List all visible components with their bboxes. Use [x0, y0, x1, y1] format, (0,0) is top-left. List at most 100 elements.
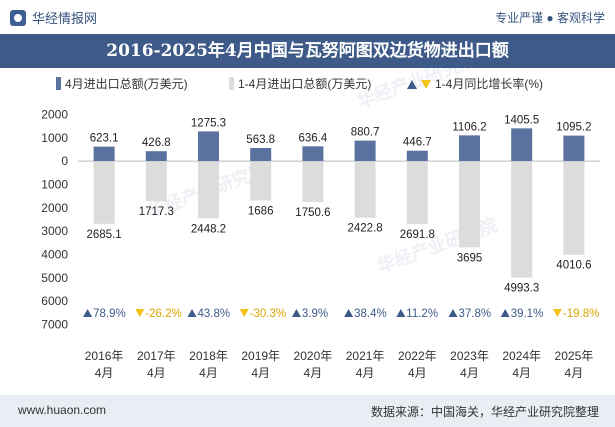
x-tick-label-year: 2022年 [398, 349, 437, 363]
bar-cumulative [563, 161, 585, 255]
y-tick-label: 1000 [41, 178, 68, 192]
growth-up-icon [500, 309, 510, 317]
value-label-monthly: 623.1 [90, 133, 119, 145]
bar-monthly [354, 140, 376, 162]
value-label-cumulative: 3695 [457, 252, 483, 264]
brand-name: 华经情报网 [32, 11, 98, 26]
y-tick-label: 0 [61, 154, 68, 168]
bar-cumulative [198, 161, 219, 219]
bar-monthly [250, 148, 272, 162]
growth-label: 11.2% [406, 308, 438, 320]
slogan: 专业严谨 ● 客观科学 [495, 11, 605, 25]
growth-up-icon [448, 309, 458, 317]
value-label-monthly: 1275.3 [191, 117, 226, 129]
x-tick-label-year: 2017年 [137, 349, 176, 363]
growth-down-icon [135, 309, 145, 317]
y-tick-label: 2000 [41, 201, 68, 215]
x-tick-label-month: 4月 [251, 366, 270, 380]
bar-monthly [511, 128, 533, 162]
growth-label: 37.8% [459, 308, 492, 320]
value-label-cumulative: 2691.8 [400, 229, 435, 241]
footer: www.huaon.com 数据来源：中国海关，华经产业研究院整理 [0, 395, 615, 427]
bar-monthly [563, 135, 585, 162]
logo-icon [10, 9, 26, 26]
y-tick-label: 1000 [41, 131, 68, 145]
x-tick-label-year: 2019年 [241, 349, 280, 363]
value-label-cumulative: 4993.3 [504, 283, 539, 295]
x-tick-label-month: 4月 [147, 366, 166, 380]
x-tick-label-month: 4月 [460, 366, 479, 380]
y-tick-label: 2000 [41, 108, 68, 122]
legend-up-triangle-icon [407, 80, 417, 89]
legend-label-monthly: 4月进出口总额(万美元) [65, 77, 188, 91]
bar-monthly [302, 146, 324, 162]
legend-label-growth: 1-4月同比增长率(%) [435, 76, 543, 91]
bar-monthly [198, 131, 219, 162]
bar-chart: 华经产业研究院华经产业研究院华经产业研究院4月进出口总额(万美元)1-4月进出口… [41, 68, 600, 380]
value-label-monthly: 446.7 [403, 137, 432, 149]
footer-source: 数据来源：中国海关，华经产业研究院整理 [370, 405, 599, 419]
x-tick-label-month: 4月 [565, 366, 584, 380]
bar-cumulative [459, 161, 480, 248]
growth-label: 38.4% [354, 308, 387, 320]
growth-up-icon [187, 309, 197, 317]
x-tick-label-month: 4月 [356, 366, 375, 380]
value-label-cumulative: 1750.6 [295, 207, 330, 219]
bar-monthly [93, 146, 115, 162]
bar-cumulative [406, 161, 428, 224]
value-label-cumulative: 2422.8 [348, 223, 383, 235]
growth-up-icon [396, 309, 406, 317]
legend-swatch-cumulative [229, 77, 234, 90]
growth-label: -26.2% [145, 308, 181, 320]
x-tick-label-year: 2025年 [555, 349, 594, 363]
value-label-monthly: 1106.2 [452, 121, 486, 133]
growth-label: 3.9% [302, 308, 328, 320]
growth-up-icon [344, 309, 354, 317]
growth-label: 43.8% [198, 308, 231, 320]
y-tick-label: 7000 [41, 318, 68, 332]
x-tick-label-month: 4月 [199, 366, 218, 380]
x-tick-label-year: 2023年 [450, 349, 489, 363]
value-label-monthly: 426.8 [142, 137, 171, 149]
brand: 华经情报网 [10, 8, 97, 27]
bar-cumulative [250, 161, 272, 201]
bar-cumulative [354, 161, 376, 218]
top-bar: 华经情报网 专业严谨 ● 客观科学 [0, 0, 615, 34]
value-label-cumulative: 4010.6 [556, 260, 591, 272]
value-label-monthly: 636.4 [299, 132, 328, 144]
y-tick-label: 5000 [41, 271, 68, 285]
growth-label: 78.9% [93, 308, 126, 320]
bar-cumulative [145, 161, 167, 202]
growth-down-icon [239, 309, 249, 317]
x-tick-label-month: 4月 [512, 366, 531, 380]
growth-label: -30.3% [250, 308, 286, 320]
growth-down-icon [552, 309, 562, 317]
bar-cumulative [511, 161, 533, 278]
value-label-monthly: 1405.5 [504, 114, 539, 126]
x-tick-label-year: 2016年 [85, 349, 124, 363]
growth-up-icon [291, 309, 301, 317]
bar-cumulative [302, 161, 324, 203]
bar-monthly [406, 150, 428, 162]
value-label-cumulative: 2685.1 [87, 229, 122, 241]
y-tick-label: 6000 [41, 294, 68, 308]
legend-swatch-monthly [56, 77, 61, 90]
bar-monthly [145, 151, 167, 162]
x-tick-label-year: 2018年 [189, 349, 228, 363]
value-label-monthly: 1095.2 [556, 122, 591, 134]
bar-cumulative [93, 161, 115, 224]
x-tick-label-year: 2024年 [502, 349, 541, 363]
value-label-monthly: 880.7 [351, 127, 380, 139]
x-tick-label-year: 2021年 [346, 349, 385, 363]
value-label-cumulative: 1686 [248, 206, 274, 218]
growth-up-icon [83, 309, 93, 317]
x-tick-label-month: 4月 [408, 366, 427, 380]
watermark-text: 华经产业研究院 [374, 214, 500, 277]
footer-website[interactable]: www.huaon.com [18, 403, 107, 417]
x-tick-label-month: 4月 [304, 366, 323, 380]
x-tick-label-year: 2020年 [294, 349, 333, 363]
growth-label: 39.1% [511, 308, 544, 320]
bar-monthly [459, 135, 480, 162]
value-label-monthly: 563.8 [246, 134, 275, 146]
x-tick-label-month: 4月 [95, 366, 114, 380]
